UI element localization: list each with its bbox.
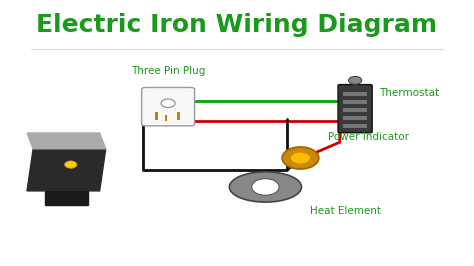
Bar (155, 112, 158, 120)
Circle shape (64, 161, 77, 168)
Bar (343, 100, 367, 104)
Polygon shape (27, 149, 106, 191)
Text: Heat Element: Heat Element (310, 206, 381, 216)
Ellipse shape (229, 172, 301, 202)
Text: Thermostat: Thermostat (379, 88, 439, 98)
Ellipse shape (252, 179, 279, 195)
Text: Three Pin Plug: Three Pin Plug (131, 66, 205, 76)
Bar (343, 108, 367, 112)
Bar (343, 116, 367, 120)
Text: Electric Iron Wiring Diagram: Electric Iron Wiring Diagram (36, 13, 438, 37)
Bar (343, 123, 367, 128)
Circle shape (282, 147, 319, 169)
Bar (165, 115, 167, 120)
FancyBboxPatch shape (142, 88, 194, 126)
Polygon shape (45, 191, 88, 205)
Bar (343, 92, 367, 96)
Circle shape (348, 76, 362, 84)
Circle shape (290, 152, 310, 164)
FancyBboxPatch shape (338, 85, 372, 133)
Polygon shape (27, 133, 106, 149)
Text: Power Indicator: Power Indicator (328, 132, 409, 142)
Circle shape (161, 99, 175, 107)
Bar (177, 112, 180, 120)
